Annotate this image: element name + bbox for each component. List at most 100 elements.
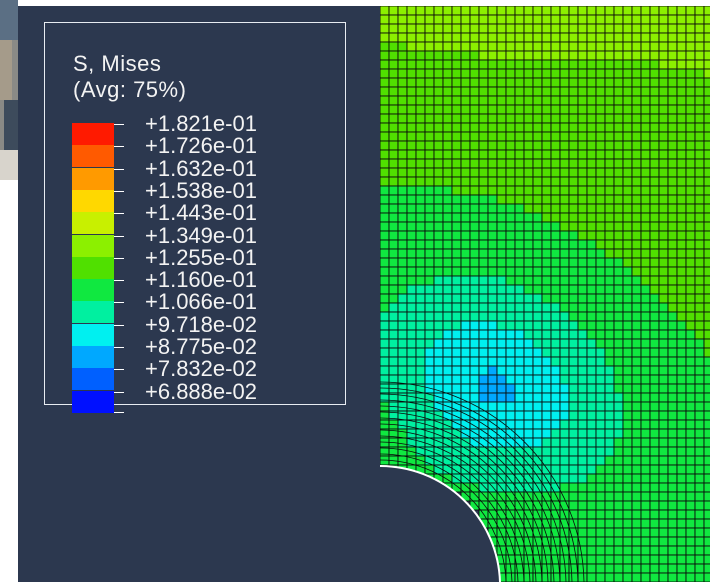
mesh-element [595,383,606,394]
mesh-element [703,410,710,421]
mesh-element [649,104,660,115]
mesh-element [631,41,642,52]
mesh-element [523,356,534,367]
mesh-element [586,338,597,349]
mesh-element [433,293,444,304]
legend-value-label: +1.538e-01 [145,177,257,203]
mesh-element [406,68,417,79]
mesh-element [568,185,579,196]
mesh-element [460,347,471,358]
mesh-element [658,356,669,367]
mesh-element [397,203,408,214]
mesh-element [667,221,678,232]
mesh-element [676,482,687,493]
mesh-element [380,50,390,61]
mesh-element [487,356,498,367]
mesh-element [559,95,570,106]
mesh-element [460,131,471,142]
mesh-element [595,266,606,277]
legend-swatch [72,346,114,368]
mesh-element [532,284,543,295]
mesh-element [622,365,633,376]
mesh-element [496,149,507,160]
mesh-element [631,374,642,385]
mesh-element [460,266,471,277]
mesh-element [658,284,669,295]
mesh-element [640,482,651,493]
mesh-element [496,95,507,106]
mesh-element [406,176,417,187]
mesh-element [622,23,633,34]
mesh-element [613,203,624,214]
mesh-element [577,59,588,70]
mesh-element [478,383,489,394]
mesh-element [433,257,444,268]
mesh-element [442,14,453,25]
mesh-element [703,545,710,556]
mesh-element [676,356,687,367]
mesh-element [397,77,408,88]
mesh-element [568,410,579,421]
mesh-element [586,158,597,169]
mesh-element [460,356,471,367]
mesh-element [631,239,642,250]
mesh-element [478,320,489,331]
mesh-element [487,212,498,223]
legend-value-label: +1.632e-01 [145,155,257,181]
mesh-element [496,428,507,439]
mesh-element [514,131,525,142]
mesh-element [685,50,696,61]
mesh-element [523,329,534,340]
mesh-element [550,428,561,439]
mesh-element [631,113,642,124]
mesh-element [514,185,525,196]
mesh-element [676,419,687,430]
mesh-element [604,14,615,25]
mesh-element [703,347,710,358]
mesh-element [433,356,444,367]
mesh-element [514,23,525,34]
mesh-element [640,158,651,169]
mesh-ring [380,405,561,582]
mesh-element [595,473,606,484]
mesh-element [478,338,489,349]
mesh-element [559,167,570,178]
mesh-element [514,275,525,286]
mesh-element [469,149,480,160]
mesh-element [541,59,552,70]
mesh-element [460,23,471,34]
mesh-element [667,77,678,88]
mesh-element [478,140,489,151]
mesh-element [469,167,480,178]
mesh-element [523,131,534,142]
mesh-element [433,221,444,232]
mesh-element [577,266,588,277]
mesh-element [568,266,579,277]
fea-viewport[interactable]: S, Mises (Avg: 75%) +1.821e-01 +1.726e-01… [18,6,710,582]
mesh-element [703,131,710,142]
mesh-element [415,104,426,115]
mesh-element [703,50,710,61]
mesh-element [541,95,552,106]
mesh-element [595,194,606,205]
mesh-element [568,347,579,358]
legend-value-label: +9.718e-02 [145,311,257,337]
mesh-element [550,293,561,304]
mesh-element [541,383,552,394]
mesh-element [667,509,678,520]
mesh-element [415,419,426,430]
mesh-element [586,491,597,502]
mesh-element [478,239,489,250]
mesh-element [442,41,453,52]
mesh-element [469,302,480,313]
mesh-element [496,455,507,466]
mesh-element [577,50,588,61]
mesh-element [559,221,570,232]
mesh-element [631,554,642,565]
mesh-element [487,221,498,232]
mesh-element [550,167,561,178]
mesh-element [532,113,543,124]
mesh-element [397,14,408,25]
mesh-element [523,572,534,582]
mesh-element [469,293,480,304]
